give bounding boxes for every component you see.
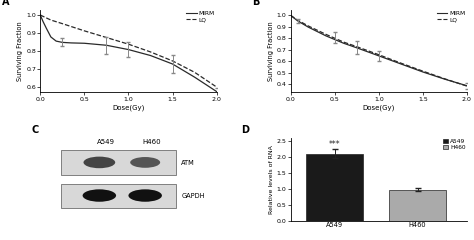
- MIRM: [44, 27, 49, 30]
- MIRM: [295, 19, 301, 22]
- LQ: [103, 36, 109, 39]
- LQ: [48, 19, 54, 22]
- Ellipse shape: [130, 157, 160, 168]
- MIRM: [442, 78, 448, 81]
- Text: A: A: [1, 0, 9, 7]
- Ellipse shape: [128, 189, 162, 202]
- Line: LQ: LQ: [40, 15, 217, 87]
- FancyBboxPatch shape: [62, 184, 176, 208]
- Y-axis label: Surviving Fraction: Surviving Fraction: [18, 21, 24, 81]
- LQ: [464, 85, 470, 88]
- Line: LQ: LQ: [291, 15, 467, 86]
- LQ: [73, 27, 78, 30]
- LQ: [376, 53, 382, 56]
- LQ: [288, 14, 293, 17]
- MIRM: [376, 54, 382, 57]
- Line: MIRM: MIRM: [40, 15, 217, 91]
- MIRM: [464, 84, 470, 87]
- LQ: [323, 33, 328, 36]
- LQ: [126, 43, 131, 46]
- MIRM: [420, 71, 426, 73]
- LQ: [42, 16, 47, 19]
- LQ: [398, 62, 404, 65]
- MIRM: [170, 63, 175, 66]
- MIRM: [68, 42, 74, 44]
- Text: A549: A549: [97, 139, 115, 145]
- Text: ATM: ATM: [182, 160, 195, 166]
- LQ: [147, 50, 153, 53]
- MIRM: [323, 34, 328, 37]
- Text: C: C: [31, 125, 39, 135]
- Text: B: B: [252, 0, 259, 7]
- MIRM: [126, 48, 131, 51]
- MIRM: [354, 46, 360, 49]
- MIRM: [53, 40, 59, 42]
- Ellipse shape: [83, 157, 115, 168]
- MIRM: [341, 42, 346, 45]
- MIRM: [288, 14, 293, 17]
- LQ: [354, 45, 360, 48]
- Text: GAPDH: GAPDH: [182, 193, 205, 199]
- MIRM: [305, 26, 311, 29]
- Legend: A549, H460: A549, H460: [443, 138, 466, 151]
- MIRM: [40, 20, 46, 23]
- LQ: [191, 71, 197, 74]
- LQ: [214, 86, 219, 89]
- FancyBboxPatch shape: [62, 150, 176, 175]
- Ellipse shape: [82, 189, 116, 202]
- Legend: MIRM, LQ: MIRM, LQ: [436, 11, 466, 23]
- LQ: [59, 22, 65, 25]
- LQ: [37, 14, 43, 17]
- MIRM: [59, 41, 65, 44]
- LQ: [295, 19, 301, 22]
- X-axis label: Dose(Gy): Dose(Gy): [112, 104, 145, 111]
- X-axis label: Dose(Gy): Dose(Gy): [363, 104, 395, 111]
- MIRM: [103, 44, 109, 47]
- Legend: MIRM, LQ: MIRM, LQ: [186, 11, 215, 23]
- Line: MIRM: MIRM: [291, 15, 467, 86]
- LQ: [341, 41, 346, 43]
- MIRM: [82, 42, 87, 45]
- LQ: [420, 70, 426, 72]
- MIRM: [48, 36, 54, 38]
- LQ: [170, 60, 175, 62]
- MIRM: [214, 90, 219, 93]
- LQ: [305, 24, 311, 27]
- MIRM: [37, 14, 43, 17]
- Text: D: D: [241, 125, 249, 135]
- Bar: [389, 190, 446, 221]
- Text: H460: H460: [142, 139, 161, 145]
- Bar: [307, 154, 363, 221]
- LQ: [442, 78, 448, 80]
- Y-axis label: Relative levels of RNA: Relative levels of RNA: [269, 145, 274, 214]
- LQ: [82, 30, 87, 32]
- Text: ***: ***: [329, 140, 340, 149]
- MIRM: [147, 54, 153, 57]
- MIRM: [191, 76, 197, 78]
- MIRM: [398, 62, 404, 65]
- Y-axis label: Surviving Fraction: Surviving Fraction: [268, 21, 274, 81]
